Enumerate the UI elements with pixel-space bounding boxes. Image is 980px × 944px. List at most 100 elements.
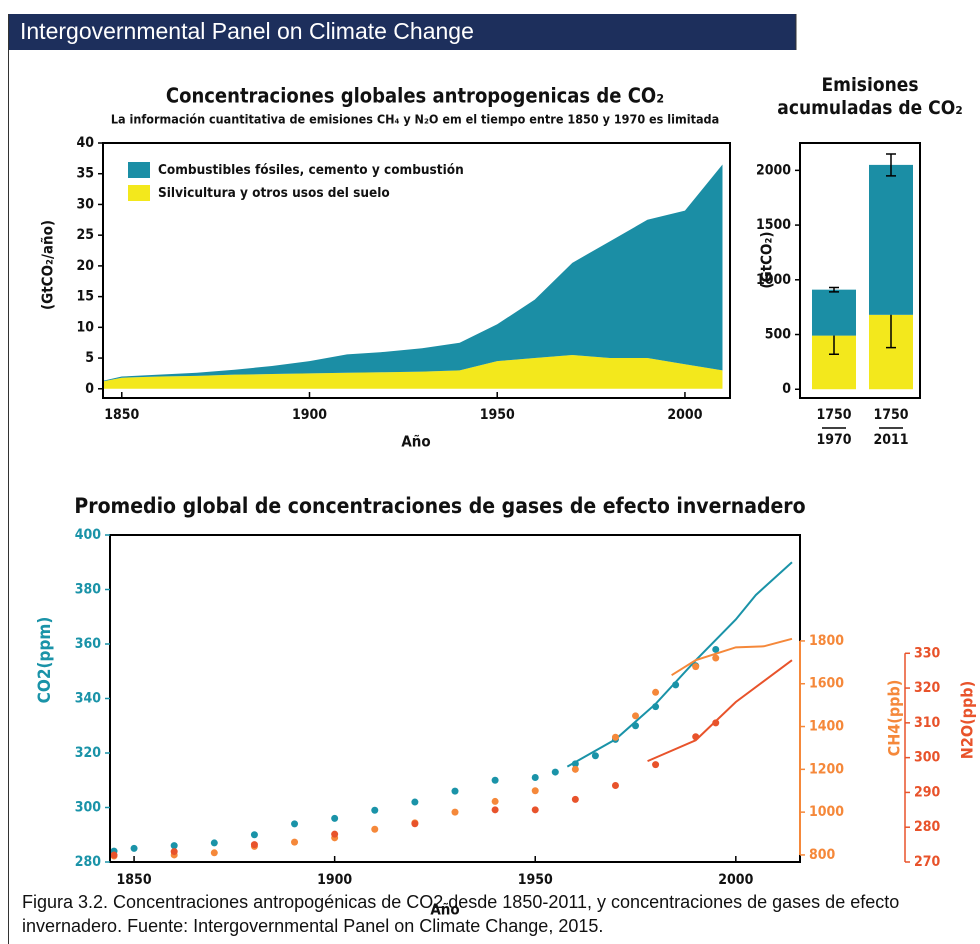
y-tick-label: 800 xyxy=(809,847,836,863)
data-point xyxy=(371,806,379,814)
y-tick-label: 270 xyxy=(914,854,941,870)
y3-axis-label: N2O(ppb) xyxy=(958,681,977,759)
data-point xyxy=(491,797,499,805)
y-tick-label: 1000 xyxy=(756,272,791,288)
data-line xyxy=(671,637,793,677)
data-point xyxy=(331,814,339,822)
data-point xyxy=(411,798,419,806)
x-tick-label: 2000 xyxy=(718,872,753,888)
data-point xyxy=(712,719,720,727)
data-point xyxy=(652,761,660,769)
data-point xyxy=(652,688,660,696)
legend-swatch xyxy=(128,185,150,201)
x-tick-label: 1900 xyxy=(317,872,352,888)
data-line xyxy=(647,659,793,763)
y-tick-label: 40 xyxy=(76,135,94,151)
data-point xyxy=(571,765,579,773)
data-point xyxy=(531,774,539,782)
data-point xyxy=(632,712,640,720)
x-tick-label: 1850 xyxy=(104,407,139,423)
x-axis-label: Año xyxy=(401,433,430,451)
chart-subtitle: La información cuantitativa de emisiones… xyxy=(111,112,719,127)
y-tick-label: 280 xyxy=(75,854,102,870)
plot-frame xyxy=(799,142,921,399)
y-tick-label: 1400 xyxy=(809,719,844,735)
y2-axis-label: CH4(ppb) xyxy=(885,680,904,757)
chart-title: Concentraciones globales antropogenicas … xyxy=(166,84,664,108)
x-tick-label: 1850 xyxy=(117,872,152,888)
legend-label: Combustibles fósiles, cemento y combusti… xyxy=(158,162,464,178)
caption: Figura 3.2. Concentraciones antropogénic… xyxy=(22,892,900,936)
y-tick-label: 5 xyxy=(85,350,94,366)
area xyxy=(103,354,723,389)
y-tick-label: 0 xyxy=(782,381,791,397)
data-point xyxy=(371,825,379,833)
x-tick-label: 1970 xyxy=(816,432,851,448)
data-point xyxy=(291,820,299,828)
data-point xyxy=(611,733,619,741)
y-tick-label: 320 xyxy=(75,745,102,761)
y-tick-label: 1200 xyxy=(809,761,844,777)
y-tick-label: 290 xyxy=(914,784,941,800)
y-tick-label: 30 xyxy=(76,196,94,212)
data-point xyxy=(451,808,459,816)
data-point xyxy=(110,851,118,859)
x-tick-label: 1950 xyxy=(518,872,553,888)
y-tick-label: 35 xyxy=(76,166,94,182)
data-point xyxy=(250,831,258,839)
y-axis-label: (GtCO₂) xyxy=(758,231,776,288)
y-tick-label: 340 xyxy=(75,691,102,707)
data-point xyxy=(170,848,178,856)
chart-title: Emisiones acumuladas de CO₂ xyxy=(777,74,963,119)
y-tick-label: 360 xyxy=(75,636,102,652)
y-tick-label: 400 xyxy=(75,527,102,543)
y-tick-label: 330 xyxy=(914,645,941,661)
chart-title: Promedio global de concentraciones de ga… xyxy=(74,494,805,518)
header-title: Intergovernmental Panel on Climate Chang… xyxy=(20,18,474,44)
data-point xyxy=(692,663,700,671)
y-tick-label: 1600 xyxy=(809,676,844,692)
data-point xyxy=(250,841,258,849)
bar xyxy=(812,289,856,336)
y-tick-label: 15 xyxy=(76,289,94,305)
data-point xyxy=(531,806,539,814)
y-tick-label: 300 xyxy=(75,800,102,816)
area xyxy=(103,164,723,382)
data-point xyxy=(551,768,559,776)
header-bar xyxy=(8,14,796,50)
plot-frame xyxy=(102,142,731,399)
y-tick-label: 20 xyxy=(76,258,94,274)
y-tick-label: 10 xyxy=(76,319,94,335)
y-axis-label: (GtCO₂/año) xyxy=(39,220,57,310)
x-tick-label: 1750 xyxy=(816,407,851,423)
legend-label: Silvicultura y otros usos del suelo xyxy=(158,185,390,201)
x-tick-label: 1950 xyxy=(480,407,515,423)
y-tick-label: 300 xyxy=(914,750,941,766)
x-tick-label: 2000 xyxy=(667,407,702,423)
data-point xyxy=(411,820,419,828)
x-tick-label: 2011 xyxy=(873,432,908,448)
data-point xyxy=(591,752,599,760)
x-tick-label: 1750 xyxy=(873,407,908,423)
data-point xyxy=(571,795,579,803)
y-tick-label: 0 xyxy=(85,381,94,397)
data-point xyxy=(210,839,218,847)
y-tick-label: 310 xyxy=(914,715,941,731)
data-point xyxy=(210,849,218,857)
data-point xyxy=(170,842,178,850)
data-line xyxy=(566,561,793,768)
error-bar xyxy=(886,153,896,177)
data-point xyxy=(491,806,499,814)
y-tick-label: 1500 xyxy=(756,217,791,233)
y-tick-label: 380 xyxy=(75,582,102,598)
bar xyxy=(869,164,913,315)
data-point xyxy=(531,787,539,795)
data-point xyxy=(331,830,339,838)
error-bar xyxy=(829,286,839,293)
data-point xyxy=(712,645,720,653)
data-point xyxy=(291,838,299,846)
data-point xyxy=(712,654,720,662)
y-tick-label: 280 xyxy=(914,819,941,835)
